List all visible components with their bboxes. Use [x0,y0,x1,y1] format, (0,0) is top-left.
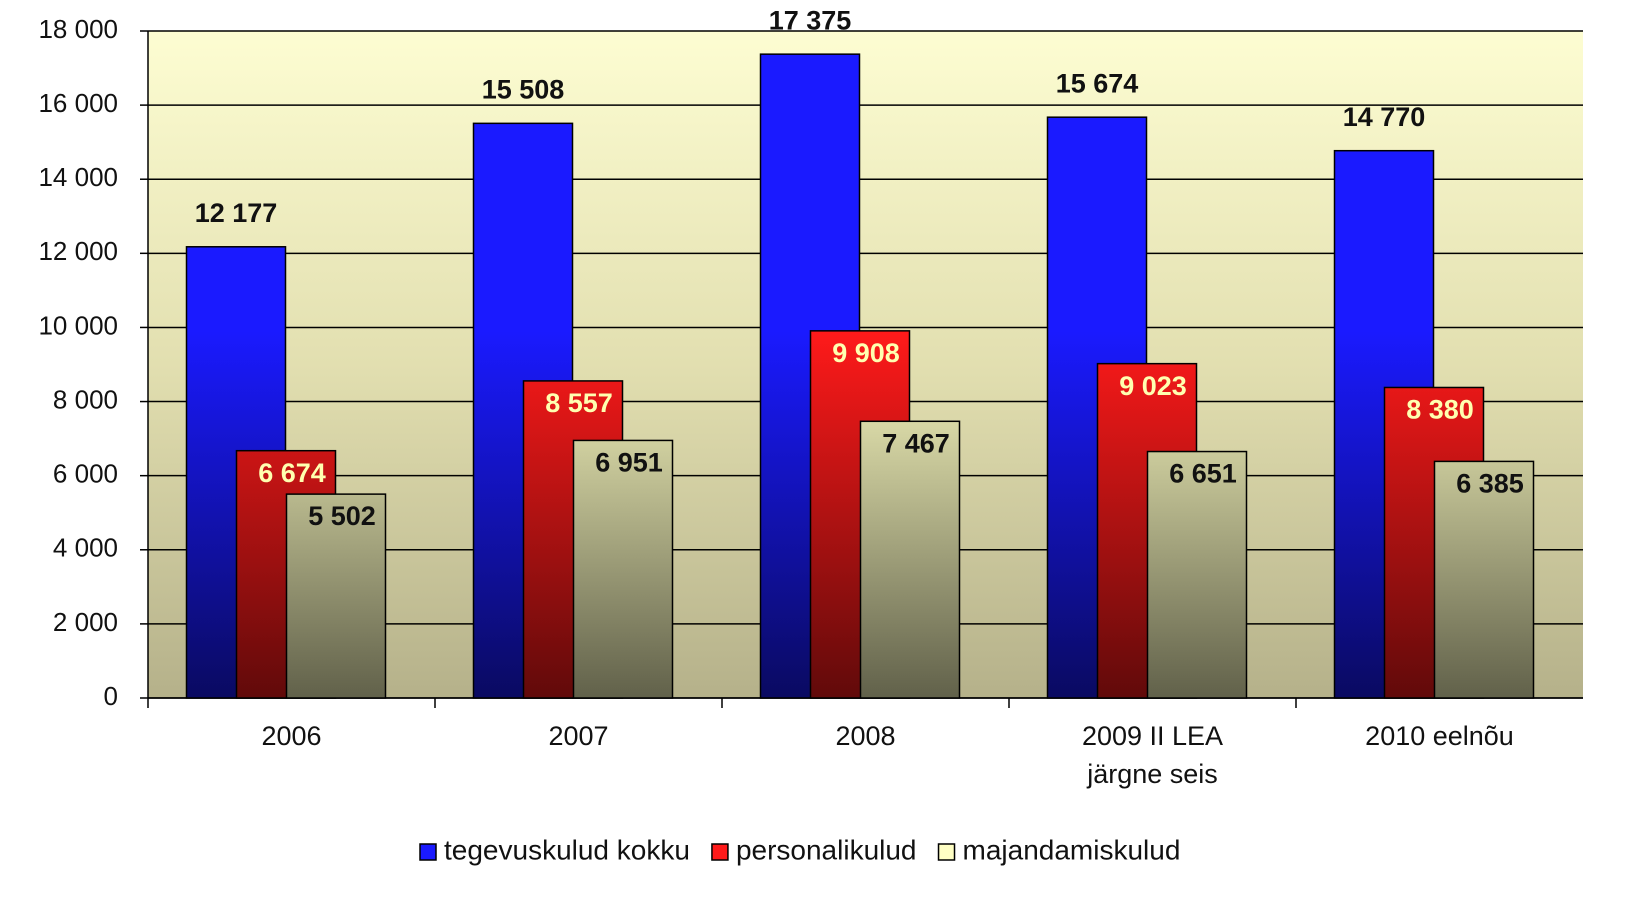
value-label: 12 177 [195,198,278,228]
y-tick-label: 2 000 [53,607,118,637]
bar [1433,460,1535,699]
value-label: 15 508 [482,74,565,104]
y-tick-label: 16 000 [38,88,118,118]
x-tick-label: 2007 [548,721,608,751]
value-label: 6 674 [258,458,326,488]
y-tick-label: 8 000 [53,384,118,414]
y-tick-label: 4 000 [53,533,118,563]
value-label: 9 023 [1119,371,1187,401]
value-label: 6 951 [595,448,663,478]
legend-swatch [711,843,729,861]
value-label: 6 385 [1456,469,1524,499]
value-label: 8 557 [545,388,613,418]
value-label: 5 502 [308,501,376,531]
x-tick-label: 2010 eelnõu [1365,721,1514,751]
legend-label: personalikulud [736,834,917,865]
bar [285,493,387,699]
value-label: 9 908 [832,338,900,368]
value-label: 14 770 [1343,102,1426,132]
y-tick-label: 14 000 [38,162,118,192]
value-label: 8 380 [1406,395,1474,425]
x-tick-label: 2008 [835,721,895,751]
value-label: 15 674 [1056,68,1139,98]
value-label: 7 467 [882,428,950,458]
legend-swatch [937,843,956,861]
x-tick-label: 2009 II LEA järgne seis [1082,721,1223,789]
legend-label: tegevuskulud kokku [444,834,690,865]
y-tick-label: 0 [104,681,118,711]
y-tick-label: 6 000 [53,459,118,489]
x-tick-label: 2006 [261,721,321,751]
value-label: 17 375 [769,5,852,35]
y-tick-label: 18 000 [38,14,118,44]
bar [1146,450,1248,699]
y-tick-label: 12 000 [38,236,118,266]
legend-swatch [419,843,437,861]
value-label: 6 651 [1169,459,1237,489]
bar [572,439,674,699]
y-tick-label: 10 000 [38,310,118,340]
bar [859,420,961,699]
legend-label: majandamiskulud [963,834,1181,865]
legend: tegevuskulud kokku personalikulud majandam… [419,834,1181,865]
